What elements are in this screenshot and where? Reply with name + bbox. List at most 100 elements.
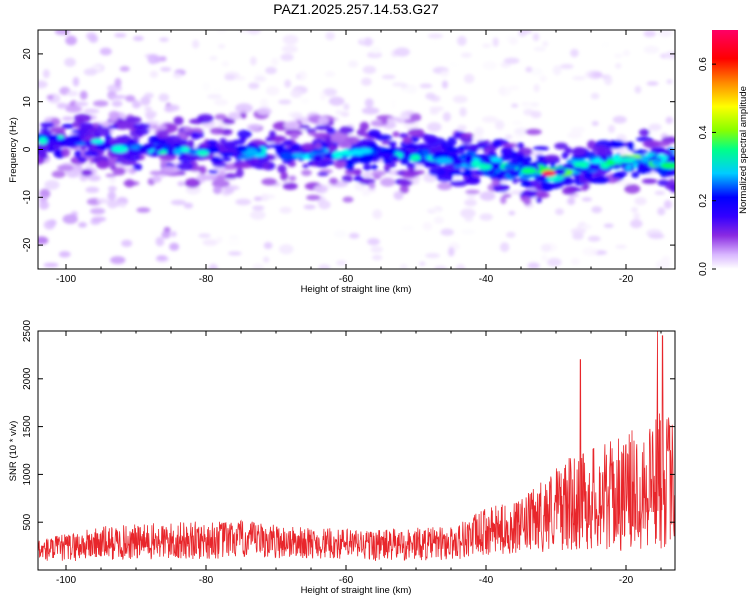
heatmap-blob <box>271 57 279 67</box>
heatmap-blob <box>417 143 432 149</box>
heatmap-blob <box>658 30 673 38</box>
heatmap-blob <box>654 190 666 196</box>
heatmap-core <box>173 148 182 155</box>
heatmap-blob <box>237 129 252 139</box>
heatmap-core <box>47 134 59 141</box>
heatmap-blob <box>99 47 112 56</box>
heatmap-core <box>435 157 453 164</box>
heatmap-blob <box>261 194 276 199</box>
heatmap-blob <box>371 164 378 171</box>
heatmap-blob <box>370 246 383 253</box>
heatmap-blob <box>328 96 345 106</box>
heatmap-blob <box>54 30 71 36</box>
heatmap-core <box>350 155 362 161</box>
heatmap-blob <box>588 151 596 157</box>
heatmap-blob <box>354 182 366 191</box>
heatmap-blob <box>361 189 371 197</box>
heatmap-blob <box>511 120 523 125</box>
heatmap-blob <box>380 177 396 187</box>
heatmap-blob <box>572 146 587 156</box>
heatmap-blob <box>260 98 269 106</box>
heatmap-core <box>111 145 128 153</box>
colorbar: 0.0 0.2 0.4 0.6 Normalized spectral amplitu… <box>698 30 749 276</box>
spectrogram-ylabel: Frequency (Hz) <box>8 117 19 182</box>
heatmap-blob <box>394 47 410 57</box>
heatmap-blob <box>235 168 244 178</box>
heatmap-blob <box>534 184 542 191</box>
heatmap-blob <box>638 128 650 137</box>
heatmap-blob <box>325 31 335 41</box>
heatmap-blob <box>633 212 641 221</box>
heatmap-blob <box>502 193 512 198</box>
heatmap-core <box>179 146 190 153</box>
heatmap-blob <box>448 61 460 69</box>
heatmap-blob <box>642 139 660 148</box>
heatmap-core <box>553 168 566 176</box>
heatmap-blob <box>107 185 117 192</box>
snr-ticks: -100 -80 -60 -40 -20 500 1000 1500 2000 2500 <box>22 319 675 586</box>
heatmap-blob <box>388 140 397 149</box>
heatmap-blob <box>348 232 360 239</box>
heatmap-blob <box>387 116 402 122</box>
snr-panel: -100 -80 -60 -40 -20 500 1000 1500 2000 2500 Heig… <box>8 319 676 596</box>
snr-frame <box>37 330 676 571</box>
heatmap-blob <box>465 189 481 195</box>
heatmap-blob <box>92 122 100 128</box>
heatmap-blob <box>173 116 184 126</box>
heatmap-blob <box>248 82 260 90</box>
heatmap-blob <box>429 106 444 112</box>
heatmap-blob <box>39 200 50 210</box>
heatmap-blob <box>81 169 93 177</box>
heatmap-blob <box>463 73 475 84</box>
heatmap-blob <box>158 93 170 102</box>
heatmap-blob <box>521 157 531 165</box>
heatmap-core <box>660 162 675 170</box>
heatmap-blob <box>447 247 455 257</box>
heatmap-core <box>207 146 220 154</box>
heatmap-blob <box>326 127 336 135</box>
colorbar-tick-label: 0.2 <box>698 193 709 207</box>
heatmap-blob <box>525 66 533 73</box>
heatmap-blob <box>479 213 493 221</box>
colorbar-tick-label: 0.6 <box>698 57 709 71</box>
heatmap-blob <box>172 72 183 79</box>
heatmap-blob <box>407 128 425 137</box>
heatmap-core <box>574 167 583 172</box>
heatmap-blob <box>149 70 159 78</box>
heatmap-blob <box>66 90 79 97</box>
heatmap-blob <box>44 179 60 190</box>
heatmap-blob <box>560 63 574 70</box>
heatmap-blob <box>190 131 201 140</box>
heatmap-blob <box>132 123 151 130</box>
heatmap-blob <box>607 124 616 134</box>
heatmap-core <box>391 154 400 161</box>
heatmap-blob <box>459 107 467 117</box>
heatmap-blob <box>124 179 135 188</box>
heatmap-blob <box>140 96 151 106</box>
heatmap-blob <box>535 154 545 160</box>
heatmap-blob <box>599 40 612 49</box>
heatmap-blob <box>318 264 331 269</box>
heatmap-blob <box>61 147 71 158</box>
heatmap-blob <box>256 107 272 116</box>
heatmap-core <box>291 153 306 158</box>
heatmap-blob <box>447 136 457 147</box>
heatmap-blob <box>110 256 126 265</box>
heatmap-blob <box>288 175 297 182</box>
heatmap-blob <box>224 186 235 195</box>
heatmap-blob <box>96 160 110 169</box>
heatmap-blob <box>202 239 218 246</box>
heatmap-blob <box>462 168 472 177</box>
heatmap-blob <box>39 128 50 133</box>
heatmap-blob <box>433 216 445 224</box>
heatmap-blob <box>158 56 167 62</box>
heatmap-blob <box>132 163 143 171</box>
snr-ytick-label: 1500 <box>22 415 33 438</box>
heatmap-blob <box>208 263 218 269</box>
heatmap-blob <box>263 241 273 250</box>
heatmap-blob <box>227 251 242 256</box>
heatmap-blob <box>570 228 586 235</box>
heatmap-blob <box>442 111 452 122</box>
heatmap-blob <box>306 194 321 201</box>
heatmap-blob <box>222 117 236 125</box>
